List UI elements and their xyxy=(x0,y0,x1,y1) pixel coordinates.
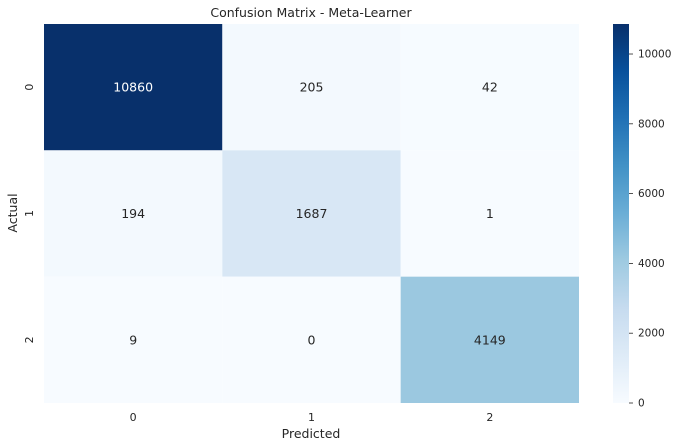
colorbar-tick-label: 10000 xyxy=(638,49,671,61)
heatmap-cell xyxy=(44,24,223,151)
cell-value-label: 4149 xyxy=(474,332,506,347)
colorbar-ticks: 0 2000 4000 6000 8000 10000 xyxy=(629,49,671,410)
heatmap-cell xyxy=(400,24,579,151)
x-axis-label: Predicted xyxy=(282,426,341,441)
heatmap-cell-labels: 10860 205 42 194 1687 1 9 0 4149 xyxy=(113,80,506,348)
x-tick-label: 1 xyxy=(308,411,315,424)
cell-value-label: 1687 xyxy=(296,206,328,221)
cell-value-label: 9 xyxy=(129,332,137,347)
y-axis-label: Actual xyxy=(5,193,20,232)
heatmap-cell xyxy=(44,276,223,403)
cell-value-label: 205 xyxy=(300,80,324,95)
heatmap-cell xyxy=(222,276,401,403)
cell-value-label: 0 xyxy=(308,332,316,347)
colorbar-tick-label: 0 xyxy=(638,398,645,410)
cell-value-label: 42 xyxy=(482,80,498,95)
heatmap-cell xyxy=(222,150,401,277)
x-tick-label: 2 xyxy=(486,411,493,424)
colorbar xyxy=(613,24,629,403)
heatmap-cell xyxy=(44,150,223,277)
colorbar-tick-label: 6000 xyxy=(638,188,665,200)
cell-value-label: 10860 xyxy=(113,80,153,95)
heatmap-cell xyxy=(400,150,579,277)
heatmap-cells xyxy=(44,24,579,403)
chart-title: Confusion Matrix - Meta-Learner xyxy=(210,5,412,20)
y-axis-ticks: 0 1 2 xyxy=(23,84,36,344)
x-tick-label: 0 xyxy=(130,411,137,424)
colorbar-tick-label: 4000 xyxy=(638,258,665,270)
x-axis-ticks: 0 1 2 xyxy=(130,411,494,424)
y-tick-label: 1 xyxy=(23,210,36,217)
colorbar-tick-label: 2000 xyxy=(638,328,665,340)
y-tick-label: 2 xyxy=(23,336,36,343)
cell-value-label: 194 xyxy=(121,206,145,221)
colorbar-tick-label: 8000 xyxy=(638,118,665,130)
heatmap-cell xyxy=(400,276,579,403)
cell-value-label: 1 xyxy=(486,206,494,221)
heatmap-cell xyxy=(222,24,401,151)
y-tick-label: 0 xyxy=(23,84,36,91)
